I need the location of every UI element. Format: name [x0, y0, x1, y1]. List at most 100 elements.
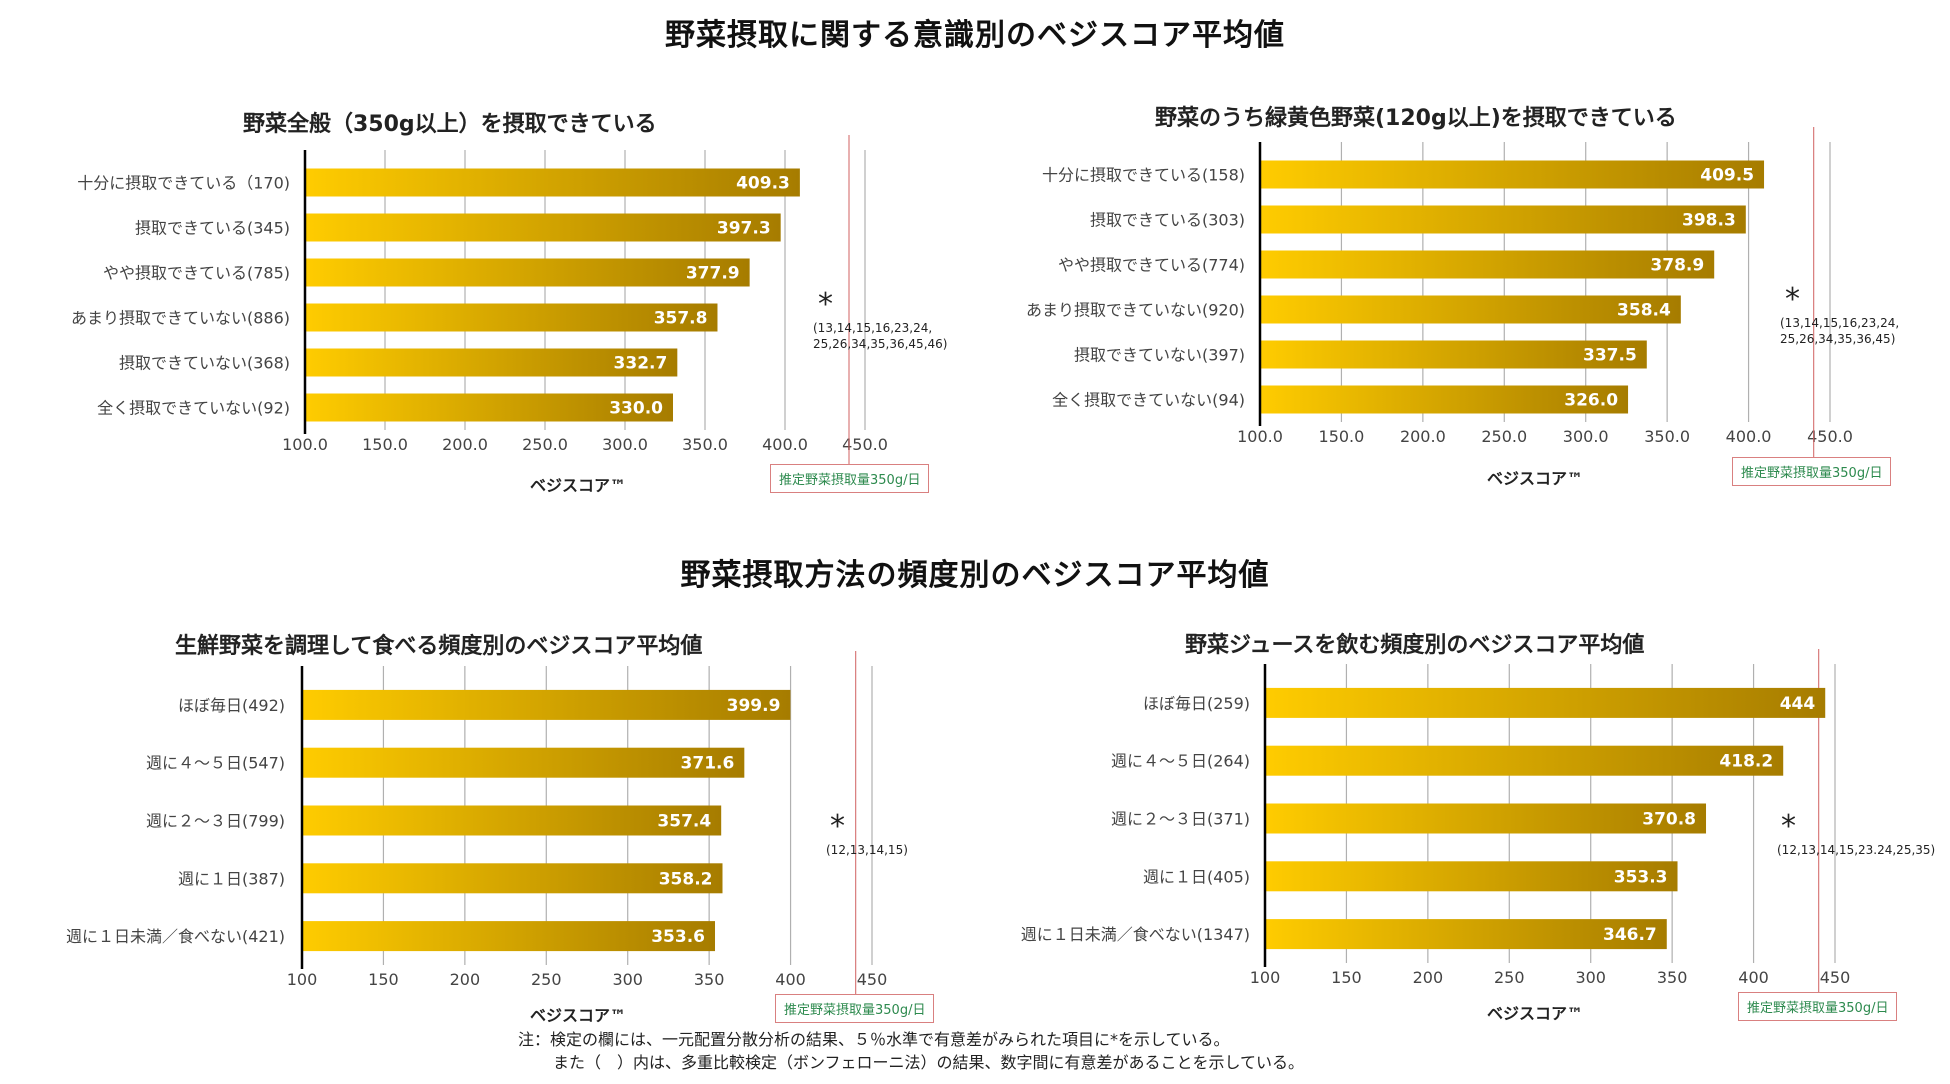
- bar: [1260, 340, 1647, 369]
- significance-note: (12,13,14,15,23.24,25,35): [1777, 843, 1936, 857]
- x-tick-label: 300: [1575, 968, 1606, 987]
- category-label: 摂取できている(303): [1090, 211, 1245, 230]
- chart-title: 野菜ジュースを飲む頻度別のベジスコア平均値: [1185, 633, 1645, 658]
- reference-label: 推定野菜摂取量350g/日: [1732, 457, 1892, 486]
- bar-value-label: 326.0: [1564, 391, 1618, 411]
- category-label: 十分に摂取できている(158): [1042, 166, 1245, 185]
- x-tick-label: 400.0: [762, 435, 808, 454]
- bar: [1260, 205, 1746, 234]
- category-label: 週に１日未満／食べない(1347): [1021, 925, 1250, 944]
- bar: [1265, 919, 1667, 950]
- x-tick-label: 250.0: [522, 435, 568, 454]
- reference-label: 推定野菜摂取量350g/日: [1738, 992, 1898, 1021]
- category-label: やや摂取できている(774): [1058, 256, 1245, 275]
- significance-note: (13,14,15,16,23,24, 25,26,34,35,36,45): [1780, 316, 1900, 347]
- x-tick-label: 200: [1413, 968, 1444, 987]
- bar: [302, 689, 791, 720]
- chart-vegetable-juice-frequency: 野菜ジュースを飲む頻度別のベジスコア平均値 100 150 200 250 300 350…: [975, 620, 1950, 1023]
- bar: [1265, 687, 1826, 718]
- bar: [305, 213, 781, 242]
- x-tick-label: 100.0: [282, 435, 328, 454]
- x-tick-label: 350.0: [682, 435, 728, 454]
- category-label: 週に２～３日(799): [146, 812, 285, 831]
- reference-label: 推定野菜摂取量350g/日: [770, 464, 930, 493]
- x-tick-label: 450: [857, 970, 888, 989]
- category-label: ほぼ毎日(259): [1143, 694, 1250, 713]
- category-label: 週に２～３日(371): [1111, 810, 1250, 829]
- x-tick-label: 150: [1331, 968, 1362, 987]
- x-tick-label: 350.0: [1644, 427, 1690, 446]
- x-tick-label: 400.0: [1726, 427, 1772, 446]
- bar-value-label: 444: [1780, 694, 1816, 714]
- bar: [305, 393, 673, 422]
- x-tick-label: 300.0: [1563, 427, 1609, 446]
- bar-value-label: 378.9: [1650, 256, 1704, 276]
- bar-value-label: 397.3: [717, 219, 771, 239]
- chart-svg: 100.0 150.0 200.0 250.0 300.0 350.0 400.0 450.0…: [1026, 127, 1853, 462]
- section-title-bottom: 野菜摂取方法の頻度別のベジスコア平均値: [680, 558, 1270, 593]
- bar: [305, 348, 678, 377]
- bar-value-label: 353.6: [651, 927, 705, 947]
- x-tick-label: 300: [612, 970, 643, 989]
- bar-value-label: 398.3: [1682, 211, 1736, 231]
- significance-note: (12,13,14,15): [826, 843, 908, 857]
- bar-value-label: 409.5: [1700, 166, 1754, 186]
- chart-vegetable-overall: 野菜全般（350g以上）を摂取できている 100.0 150.0 200.0 250.…: [0, 100, 975, 500]
- bar-value-label: 353.3: [1614, 867, 1668, 887]
- bar: [302, 921, 716, 952]
- chart-svg: 100.0 150.0 200.0 250.0 300.0 350.0 400.0 450.0…: [71, 135, 888, 470]
- bar: [305, 168, 800, 197]
- category-label: ほぼ毎日(492): [178, 696, 285, 715]
- significance-note: (13,14,15,16,23,24, 25,26,34,35,36,45,46…: [813, 321, 948, 352]
- bar-value-label: 346.7: [1603, 925, 1657, 945]
- chart-svg: 100 150 200 250 300 350 400 450 444 ほぼ毎日(259) 418.…: [1021, 649, 1850, 1003]
- chart-title: 野菜のうち緑黄色野菜(120g以上)を摂取できている: [1155, 106, 1677, 131]
- bar-value-label: 330.0: [609, 399, 663, 419]
- chart-green-yellow-vegetable: 野菜のうち緑黄色野菜(120g以上)を摂取できている 100.0 150.0 200…: [975, 100, 1950, 500]
- category-label: 週に４～５日(264): [1111, 752, 1250, 771]
- bar-value-label: 371.6: [681, 754, 735, 774]
- x-tick-label: 250: [1494, 968, 1525, 987]
- bar-value-label: 357.8: [654, 309, 708, 329]
- chart-fresh-vegetable-frequency: 生鮮野菜を調理して食べる頻度別のベジスコア平均値 100 150 200 250 300…: [0, 620, 975, 1025]
- x-tick-label: 150.0: [362, 435, 408, 454]
- category-label: 全く摂取できていない(94): [1052, 391, 1245, 410]
- footnote-line-1: 注：検定の欄には、一元配置分散分析の結果、５％水準で有意差がみられた項目に*を示…: [518, 1030, 1230, 1049]
- bar-value-label: 399.9: [727, 696, 781, 716]
- bar: [305, 303, 718, 332]
- reference-label: 推定野菜摂取量350g/日: [775, 994, 935, 1023]
- bar-value-label: 332.7: [614, 354, 668, 374]
- x-axis-label: ベジスコア™: [1487, 1004, 1584, 1023]
- x-tick-label: 450.0: [1807, 427, 1853, 446]
- chart-svg: 100 150 200 250 300 350 400 450 399.9 ほぼ毎日(492) 37…: [66, 651, 888, 1005]
- footnote: 注：検定の欄には、一元配置分散分析の結果、５％水準で有意差がみられた項目に*を示…: [518, 1028, 1304, 1074]
- significance-mark: *: [1785, 282, 1800, 317]
- footnote-line-2: また（ ）内は、多重比較検定（ボンフェローニ法）の結果、数字間に有意差があること…: [553, 1053, 1305, 1073]
- section-title-top: 野菜摂取に関する意識別のベジスコア平均値: [665, 18, 1285, 53]
- bar-value-label: 357.4: [657, 812, 711, 832]
- bar-value-label: 337.5: [1583, 346, 1637, 366]
- x-tick-label: 350: [694, 970, 725, 989]
- category-label: 摂取できている(345): [135, 219, 290, 238]
- bar-value-label: 358.4: [1617, 301, 1671, 321]
- x-tick-label: 200.0: [442, 435, 488, 454]
- x-tick-label: 100.0: [1237, 427, 1283, 446]
- x-tick-label: 300.0: [602, 435, 648, 454]
- x-tick-label: 150.0: [1319, 427, 1365, 446]
- category-label: 十分に摂取できている（170): [77, 174, 290, 193]
- bar: [1265, 803, 1707, 834]
- category-label: 摂取できていない(368): [119, 354, 290, 373]
- x-tick-label: 100: [1250, 968, 1281, 987]
- bar: [1265, 745, 1784, 776]
- bar: [302, 747, 745, 778]
- bar: [302, 863, 723, 894]
- bar-value-label: 409.3: [736, 174, 790, 194]
- bar: [1260, 250, 1715, 279]
- bar: [1260, 295, 1681, 324]
- category-label: 週に１日(387): [178, 869, 285, 888]
- x-tick-label: 100: [287, 970, 318, 989]
- category-label: あまり摂取できていない(886): [71, 309, 290, 328]
- bar: [302, 805, 722, 836]
- x-axis-label: ベジスコア™: [530, 476, 627, 495]
- significance-mark: *: [818, 287, 833, 322]
